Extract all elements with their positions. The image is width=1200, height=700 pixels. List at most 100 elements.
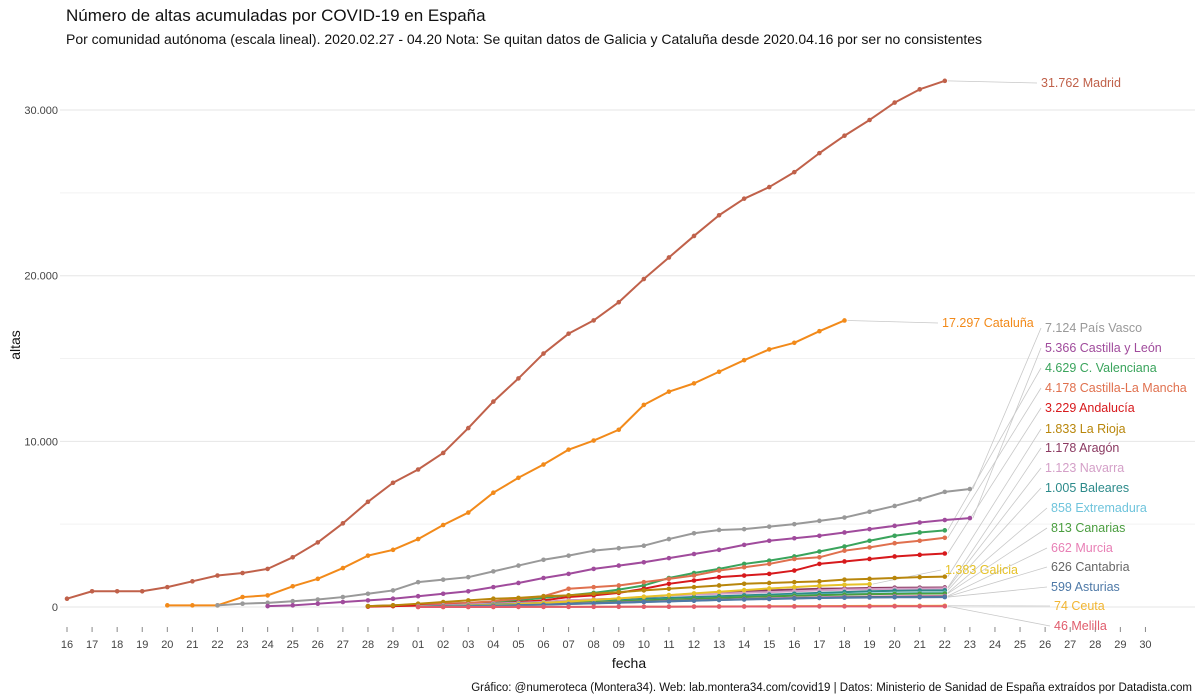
data-point <box>917 574 923 580</box>
data-point <box>942 574 948 579</box>
data-point <box>641 604 647 610</box>
data-point <box>716 547 722 553</box>
x-tick-label: 17 <box>813 639 825 651</box>
label-leader-line <box>947 80 1038 84</box>
series-end-label: 1.178 Aragón <box>1045 441 1119 455</box>
data-point <box>465 604 471 610</box>
data-point <box>691 233 697 239</box>
series-end-label: 7.124 País Vasco <box>1045 321 1142 335</box>
data-point <box>390 588 396 593</box>
data-point <box>365 499 371 505</box>
data-point <box>817 561 822 567</box>
data-point <box>716 574 722 580</box>
data-point <box>591 584 596 590</box>
data-point <box>766 604 772 609</box>
data-point <box>340 521 346 526</box>
data-point <box>290 598 296 604</box>
series-end-label: 1.005 Baleares <box>1045 481 1129 495</box>
data-point <box>641 588 647 593</box>
data-point <box>516 376 521 381</box>
data-point <box>566 604 571 610</box>
data-point <box>741 581 747 587</box>
data-point <box>842 577 847 582</box>
data-point <box>591 566 596 572</box>
series-end-label: 599 Asturias <box>1051 580 1120 594</box>
label-leader-line <box>947 527 1048 594</box>
series-end-label: 17.297 Cataluña <box>942 316 1034 330</box>
data-point <box>867 526 872 532</box>
data-point <box>792 596 797 601</box>
data-point <box>691 573 697 578</box>
data-point <box>741 604 747 609</box>
data-point <box>641 579 647 585</box>
data-point <box>967 486 973 492</box>
data-point <box>867 538 872 544</box>
label-leader-line <box>947 605 1051 627</box>
x-tick-label: 26 <box>1039 639 1051 651</box>
data-point <box>917 603 923 609</box>
data-point <box>240 601 245 606</box>
x-tick-label: 05 <box>512 639 524 651</box>
data-point <box>917 497 923 502</box>
data-point <box>440 591 446 597</box>
x-tick-label: 14 <box>738 639 750 651</box>
data-point <box>917 520 923 525</box>
data-point <box>440 522 446 528</box>
data-point <box>792 568 797 573</box>
data-point <box>390 480 396 486</box>
data-point <box>641 599 647 605</box>
label-leader-line <box>947 547 1048 597</box>
data-point <box>641 594 647 600</box>
data-point <box>591 591 596 597</box>
data-point <box>491 569 496 574</box>
x-tick-label: 28 <box>362 639 374 651</box>
data-point <box>591 318 596 323</box>
data-point <box>365 603 371 609</box>
data-point <box>741 357 747 363</box>
x-tick-label: 21 <box>914 639 926 651</box>
data-point <box>315 597 321 602</box>
series-país-vasco <box>215 486 973 608</box>
data-point <box>917 530 923 535</box>
x-tick-label: 01 <box>412 639 424 651</box>
series-line <box>167 319 845 607</box>
data-point <box>165 603 170 608</box>
data-point <box>491 399 496 404</box>
data-point <box>817 533 822 539</box>
data-point <box>465 574 471 580</box>
data-point <box>892 595 897 600</box>
data-point <box>139 588 145 594</box>
x-tick-label: 22 <box>939 639 951 651</box>
data-point <box>340 565 346 571</box>
data-point <box>616 545 622 551</box>
data-point <box>716 527 722 533</box>
y-tick-label: 10.000 <box>24 436 58 448</box>
series-end-label: 1.383 Galicia <box>945 563 1018 577</box>
series-line <box>367 536 945 608</box>
data-point <box>516 580 521 586</box>
data-point <box>716 583 722 588</box>
data-point <box>867 545 872 550</box>
x-tick-label: 04 <box>487 639 499 651</box>
data-point <box>616 563 622 568</box>
data-point <box>942 489 948 495</box>
series-end-label: 74 Ceuta <box>1054 599 1105 613</box>
data-point <box>265 593 270 598</box>
data-point <box>491 584 496 590</box>
data-point <box>516 563 521 568</box>
data-point <box>867 117 872 123</box>
data-point <box>616 604 622 610</box>
data-point <box>741 587 747 593</box>
data-point <box>691 584 697 590</box>
data-point <box>666 586 672 592</box>
data-point <box>666 604 672 610</box>
data-point <box>842 559 847 564</box>
data-point <box>917 538 923 544</box>
data-point <box>867 581 872 587</box>
data-point <box>64 596 70 602</box>
x-tick-label: 24 <box>989 639 1001 651</box>
series-end-label: 46 Melilla <box>1054 619 1107 633</box>
label-leader-line <box>972 327 1042 490</box>
data-point <box>641 402 647 408</box>
data-point <box>842 548 847 553</box>
